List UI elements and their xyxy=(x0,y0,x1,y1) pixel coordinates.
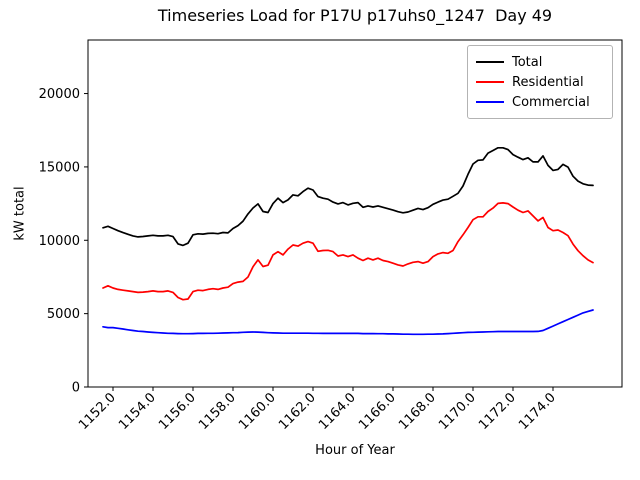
x-tick-label: 1168.0 xyxy=(396,390,439,433)
y-tick-label: 10000 xyxy=(39,234,80,249)
y-tick-label: 0 xyxy=(72,381,80,396)
legend-label: Total xyxy=(512,54,543,70)
x-tick-label: 1172.0 xyxy=(476,390,519,433)
legend-label: Commercial xyxy=(512,94,590,110)
x-tick-label: 1156.0 xyxy=(156,390,199,433)
y-tick-label: 20000 xyxy=(39,87,80,102)
legend-line-sample-commercial xyxy=(476,101,504,103)
x-tick-label: 1160.0 xyxy=(236,390,279,433)
legend-label: Residential xyxy=(512,74,584,90)
x-tick-label: 1154.0 xyxy=(116,390,159,433)
axes-spines xyxy=(87,39,623,388)
series-line-total xyxy=(102,146,594,247)
x-tick-label: 1152.0 xyxy=(76,390,119,433)
legend-entry-total: Total xyxy=(476,52,604,72)
y-axis-label: kW total xyxy=(12,186,28,241)
y-tick-label: 15000 xyxy=(39,160,80,175)
y-tick-label: 5000 xyxy=(47,307,80,322)
legend-line-sample-residential xyxy=(476,81,504,83)
series-line-commercial xyxy=(102,309,594,336)
series-line-residential xyxy=(102,202,594,301)
legend: Total Residential Commercial xyxy=(467,45,613,119)
x-tick-label: 1162.0 xyxy=(276,390,319,433)
x-axis-label: Hour of Year xyxy=(315,443,395,458)
legend-entry-residential: Residential xyxy=(476,72,604,92)
x-tick-label: 1164.0 xyxy=(316,390,359,433)
legend-line-sample-total xyxy=(476,61,504,63)
x-tick-label: 1174.0 xyxy=(516,390,559,433)
legend-entry-commercial: Commercial xyxy=(476,92,604,112)
x-tick-label: 1170.0 xyxy=(436,390,479,433)
x-tick-label: 1158.0 xyxy=(196,390,239,433)
x-tick-label: 1166.0 xyxy=(356,390,399,433)
chart-title: Timeseries Load for P17U p17uhs0_1247 Da… xyxy=(157,6,553,25)
